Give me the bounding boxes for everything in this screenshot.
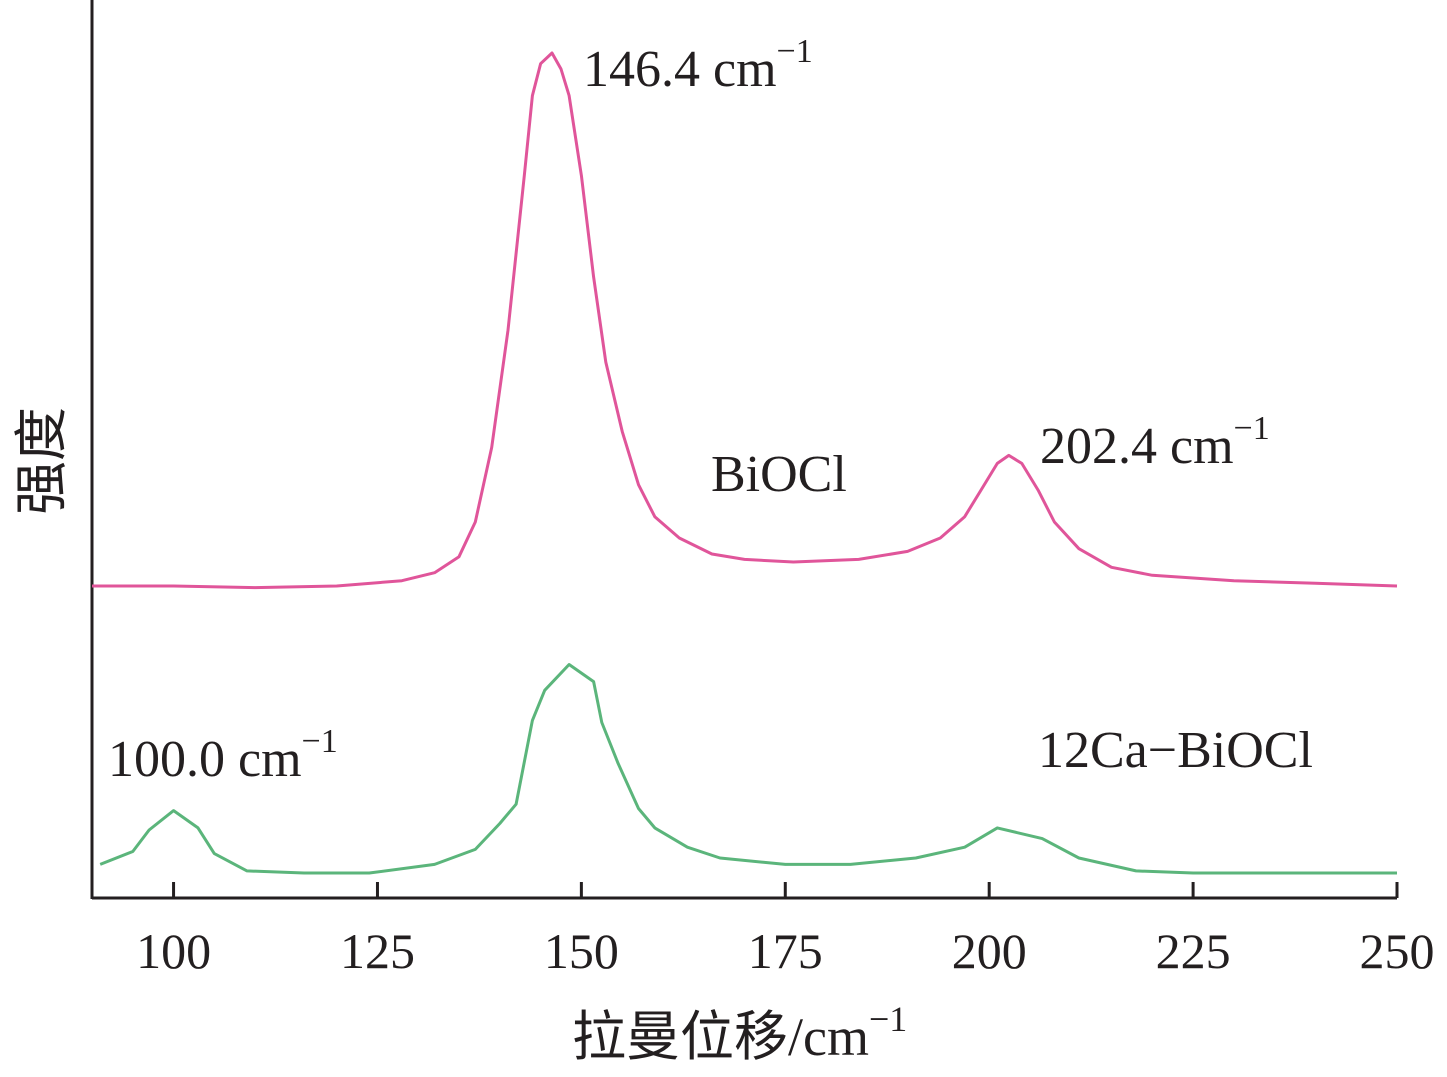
y-axis-title: 强度	[12, 407, 72, 515]
peak-annotation-146: 146.4 cm−1	[583, 33, 813, 98]
x-axis-title-sup: −1	[869, 999, 907, 1039]
series-line-biocl	[92, 51, 1398, 590]
x-axis-title: 拉曼位移/cm−1	[572, 999, 907, 1067]
peak-annotation-100: 100.0 cm−1	[108, 723, 338, 788]
x-tick-marks	[172, 882, 1399, 898]
series-label-biocl: BiOCl	[711, 446, 847, 503]
x-tick-label: 250	[1360, 923, 1435, 979]
peak-annotation-100-sup: −1	[302, 723, 338, 760]
x-tick-label: 225	[1156, 923, 1231, 979]
series-label-12ca-biocl: 12Ca−BiOCl	[1038, 722, 1313, 779]
x-tick-label: 200	[952, 923, 1027, 979]
x-tick-label: 175	[748, 923, 823, 979]
x-tick-label: 125	[340, 923, 415, 979]
peak-annotation-146-sup: −1	[777, 33, 813, 70]
series-line-12ca-biocl	[99, 663, 1397, 875]
peak-annotation-202-sup: −1	[1234, 410, 1270, 447]
peak-annotation-202: 202.4 cm−1	[1040, 410, 1270, 475]
x-tick-label: 100	[136, 923, 211, 979]
series-layer	[92, 51, 1398, 875]
x-tick-label: 150	[544, 923, 619, 979]
x-tick-labels: 100 125 150 175 200 225 250	[136, 923, 1434, 979]
